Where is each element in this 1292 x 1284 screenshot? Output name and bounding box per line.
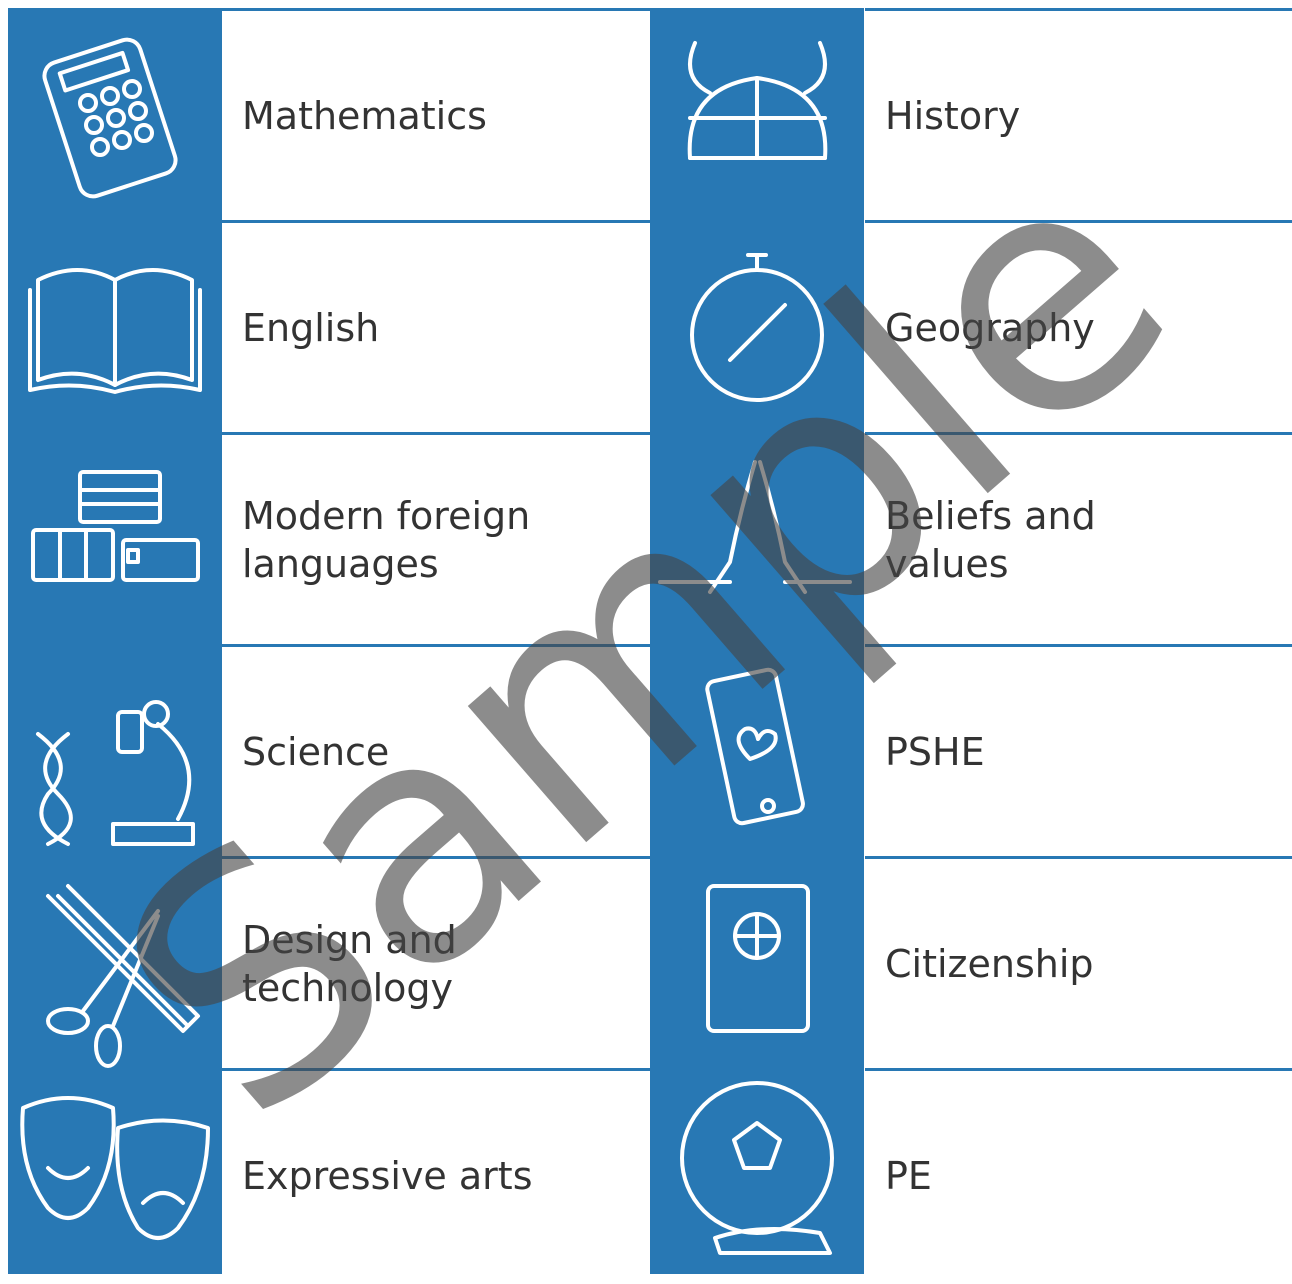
subject-icon [8,856,222,1068]
icon-graphic [20,1096,210,1240]
subject-label: Mathematics [242,93,487,138]
icon-graphic [680,1081,834,1255]
subject-label: History [885,93,1021,138]
subject-icon [8,644,222,856]
subject-label: Beliefs and values [885,493,1096,586]
subject-cell: Beliefs and values [865,432,1292,644]
subject-icon [650,220,864,432]
subject-cell: PE [865,1068,1292,1280]
subject-label: Science [242,729,390,774]
subject-label: Geography [885,305,1095,350]
subject-cell: Design and technology [222,856,670,1068]
subject-cell: Modern foreign languages [222,432,670,644]
icon-graphic [36,700,195,846]
icon-graphic [705,667,805,826]
icon-graphic [658,460,852,594]
subject-icon [8,220,222,432]
subject-cell: Mathematics [222,8,670,220]
subject-cell: English [222,220,670,432]
subject-icon [650,8,864,220]
subject-label: Citizenship [885,941,1094,986]
subject-icon [8,8,222,220]
subject-cell: Citizenship [865,856,1292,1068]
subject-cell: Geography [865,220,1292,432]
icon-graphic [690,253,824,402]
subject-label: Design and technology [242,917,457,1010]
icon-graphic [46,884,200,1068]
subject-cell: PSHE [865,644,1292,856]
icon-graphic [706,884,810,1033]
subject-icon [8,1068,222,1280]
icon-graphic [42,37,178,199]
subject-icon [650,1068,864,1280]
subject-icon [650,432,864,644]
icon-graphic [687,41,828,160]
subject-icon [650,856,864,1068]
icon-strip [650,8,864,1274]
subject-label: Expressive arts [242,1153,533,1198]
subject-label: Modern foreign languages [242,493,531,586]
subject-label: English [242,305,380,350]
subject-label: PE [885,1153,932,1198]
subject-icon [650,644,864,856]
icon-graphic [28,268,202,394]
subject-cell: History [865,8,1292,220]
subject-icon [8,432,222,644]
subject-cell: Science [222,644,670,856]
icon-graphic [31,470,200,582]
subject-label: PSHE [885,729,985,774]
subject-cell: Expressive arts [222,1068,670,1280]
